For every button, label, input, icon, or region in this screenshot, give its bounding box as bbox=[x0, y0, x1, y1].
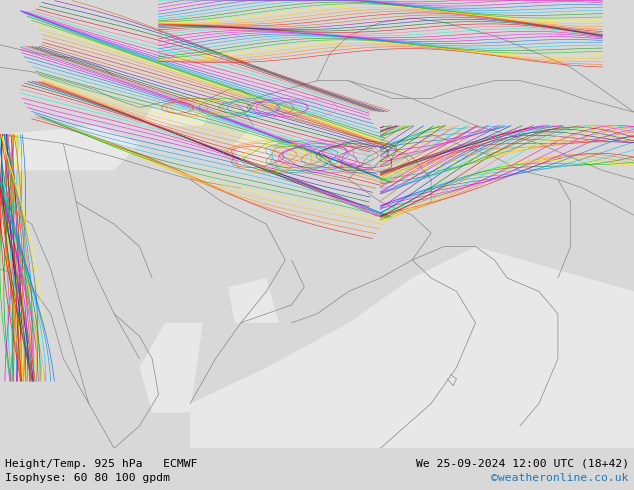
Polygon shape bbox=[0, 125, 139, 171]
Polygon shape bbox=[190, 246, 634, 448]
Text: Height/Temp. 925 hPa   ECMWF: Height/Temp. 925 hPa ECMWF bbox=[5, 459, 198, 469]
Polygon shape bbox=[482, 336, 634, 448]
Polygon shape bbox=[139, 323, 203, 413]
Text: We 25-09-2024 12:00 UTC (18+42): We 25-09-2024 12:00 UTC (18+42) bbox=[416, 459, 629, 469]
Polygon shape bbox=[235, 125, 279, 171]
Polygon shape bbox=[228, 278, 279, 323]
Text: ©weatheronline.co.uk: ©weatheronline.co.uk bbox=[491, 472, 629, 483]
Polygon shape bbox=[139, 108, 209, 125]
Text: Isophyse: 60 80 100 gpdm: Isophyse: 60 80 100 gpdm bbox=[5, 472, 170, 483]
